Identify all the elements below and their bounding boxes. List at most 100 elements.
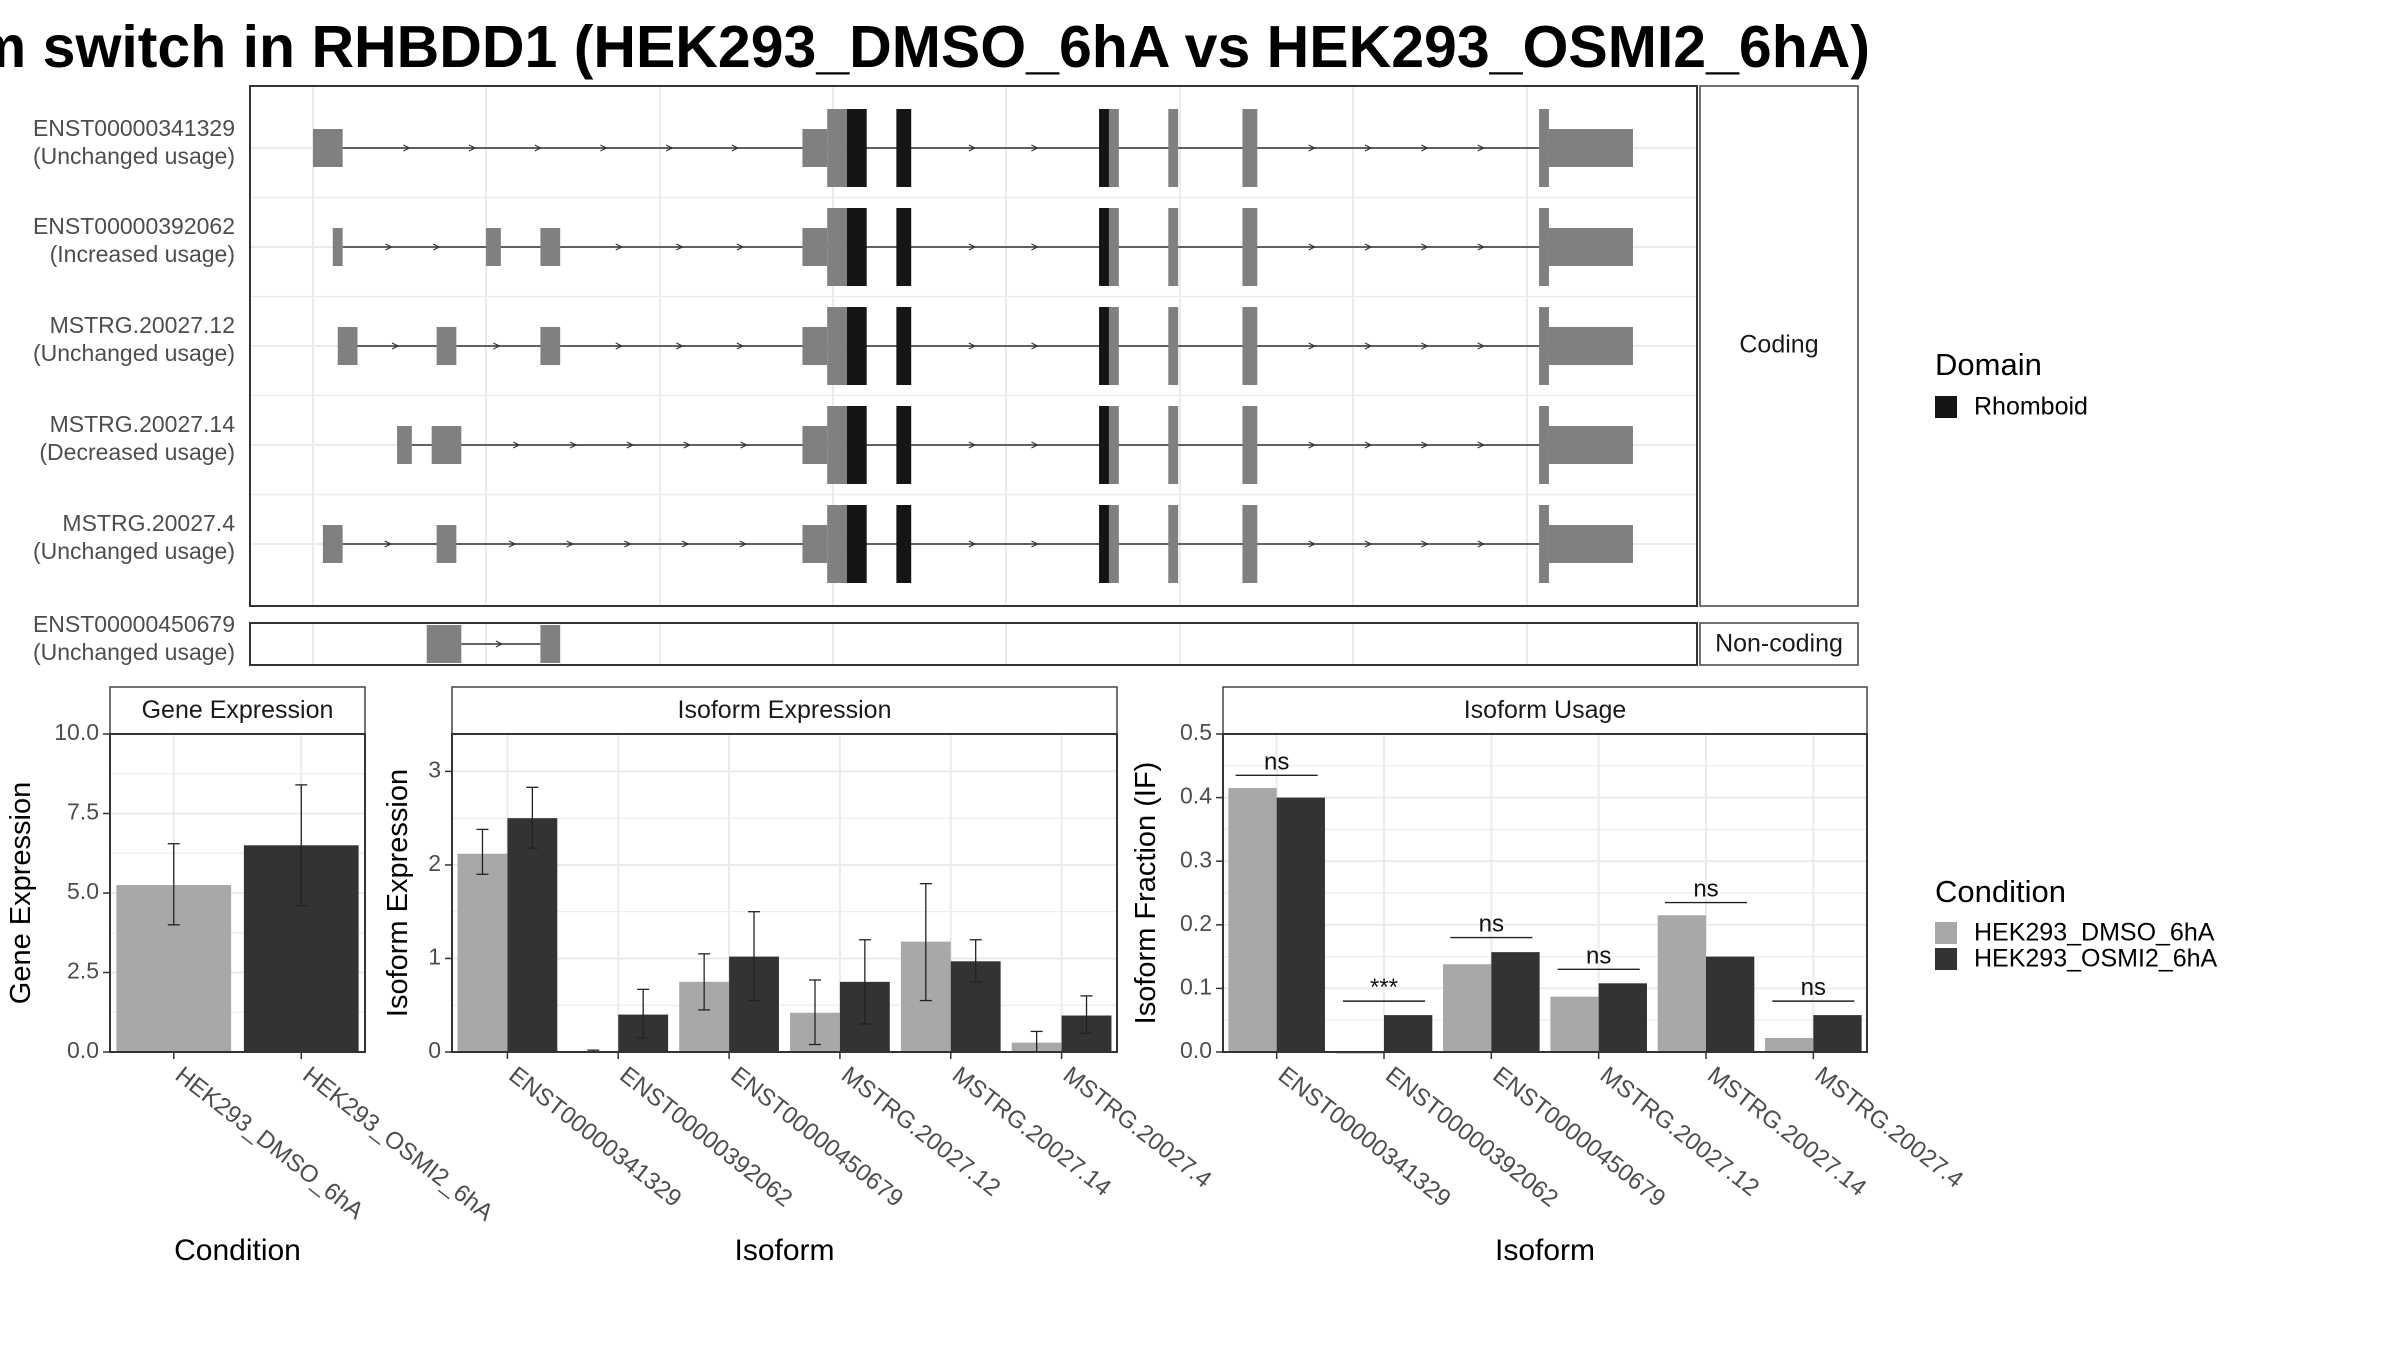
- intron-arrow: [665, 144, 674, 152]
- exon-block: [1242, 109, 1258, 187]
- intron-arrow: [1308, 243, 1316, 251]
- significance-label: ns: [1586, 942, 1611, 969]
- exon-block: [1242, 505, 1258, 583]
- condition-legend-title: Condition: [1935, 874, 2066, 909]
- exon-block: [802, 129, 828, 167]
- intron-arrow: [1477, 540, 1486, 548]
- intron-arrow: [1031, 342, 1039, 350]
- intron-arrow: [1308, 144, 1316, 152]
- exon-block: [802, 327, 828, 365]
- exon-block: [337, 327, 358, 365]
- intron-arrow: [403, 144, 411, 152]
- exon-block: [1548, 426, 1633, 464]
- x-tick-label: ENST00000392062: [1380, 1061, 1563, 1212]
- transcript-id-label: MSTRG.20027.12: [50, 312, 235, 338]
- exon-block: [1168, 505, 1179, 583]
- exon-block: [322, 525, 343, 563]
- bar: [457, 853, 508, 1052]
- domain-legend-title: Domain: [1935, 347, 2042, 382]
- y-tick-label: 0: [428, 1037, 441, 1063]
- intron-arrow: [508, 540, 517, 548]
- significance-label: ns: [1264, 748, 1289, 775]
- exon-block: [332, 228, 343, 266]
- bar: [1228, 788, 1277, 1052]
- domain-block: [896, 505, 912, 583]
- intron-arrow: [968, 540, 977, 548]
- domain-block: [1099, 406, 1109, 484]
- y-tick-label: 7.5: [67, 799, 99, 825]
- x-tick-label: ENST00000450679: [1488, 1061, 1671, 1212]
- bar: [1550, 996, 1599, 1052]
- intron-arrow: [1308, 441, 1316, 449]
- exon-block: [1539, 406, 1549, 484]
- intron-arrow: [1421, 243, 1429, 251]
- y-tick-label: 0.5: [1180, 719, 1212, 745]
- y-tick-label: 10.0: [54, 719, 99, 745]
- y-tick-label: 3: [428, 756, 441, 782]
- exon-block: [436, 525, 457, 563]
- intron-arrow: [1364, 243, 1373, 251]
- transcript-usage-label: (Unchanged usage): [33, 538, 235, 564]
- bar: [1706, 956, 1755, 1052]
- x-axis-title: Condition: [174, 1234, 301, 1267]
- significance-label: ns: [1693, 876, 1718, 903]
- intron-arrow: [683, 441, 692, 449]
- gene-expression-plot: Gene ExpressionHEK293_DMSO_6hAHEK293_OSM…: [5, 686, 498, 1267]
- bar: [507, 818, 558, 1052]
- exon-block: [1539, 505, 1549, 583]
- significance-label: ns: [1479, 911, 1504, 938]
- exon-block: [1539, 307, 1549, 385]
- intron-arrow: [1477, 342, 1486, 350]
- exon-block: [802, 525, 828, 563]
- chart-title: Differential isoform switch in RHBDD1 (H…: [0, 12, 1870, 82]
- intron-arrow: [569, 441, 578, 449]
- transcript-usage-label: (Unchanged usage): [33, 340, 235, 366]
- intron-arrow: [1364, 144, 1373, 152]
- intron-arrow: [600, 144, 608, 152]
- intron-arrow: [676, 243, 684, 251]
- panel-border: [451, 733, 1118, 1053]
- exon-block: [431, 426, 462, 464]
- intron-arrow: [731, 144, 740, 152]
- domain-block: [1099, 208, 1109, 286]
- intron-arrow: [968, 441, 977, 449]
- bar: [1276, 797, 1325, 1052]
- legends: Domain Rhomboid Condition HEK293_DMSO_6hAHE…: [1935, 347, 2218, 973]
- y-axis-title: Isoform Expression: [382, 769, 414, 1017]
- significance-label: ns: [1801, 974, 1826, 1001]
- bar: [1765, 1038, 1814, 1052]
- panel-strip: [109, 686, 366, 735]
- transcript-id-label: ENST00000341329: [33, 115, 235, 141]
- y-tick-label: 2: [428, 850, 441, 876]
- intron-arrow: [493, 342, 501, 350]
- intron-arrow: [1477, 441, 1486, 449]
- domain-legend-swatch: [1935, 396, 1957, 418]
- transcript-id-label: MSTRG.20027.14: [50, 411, 236, 437]
- exon-block: [486, 228, 501, 266]
- y-tick-label: 0.2: [1180, 910, 1212, 936]
- exon-block: [1539, 109, 1549, 187]
- domain-block: [1099, 307, 1109, 385]
- exon-block: [397, 426, 412, 464]
- intron-arrow: [1364, 441, 1373, 449]
- intron-arrow: [534, 144, 543, 152]
- intron-arrow: [1421, 540, 1429, 548]
- intron-arrow: [1308, 540, 1316, 548]
- intron-arrow: [615, 243, 624, 251]
- exon-block: [1548, 228, 1633, 266]
- domain-block: [896, 109, 912, 187]
- y-tick-label: 2.5: [67, 958, 99, 984]
- condition-legend-label: HEK293_OSMI2_6hA: [1974, 945, 2218, 973]
- intron-arrow: [736, 342, 745, 350]
- intron-arrow: [615, 342, 624, 350]
- exon-block: [1168, 406, 1179, 484]
- intron-arrow: [1421, 342, 1429, 350]
- domain-block: [1099, 505, 1109, 583]
- noncoding-strip-label: Non-coding: [1715, 630, 1843, 658]
- domain-block: [846, 208, 867, 286]
- exon-block: [436, 327, 457, 365]
- exon-block: [827, 208, 847, 286]
- y-tick-label: 0.1: [1180, 973, 1212, 999]
- exon-block: [1108, 406, 1119, 484]
